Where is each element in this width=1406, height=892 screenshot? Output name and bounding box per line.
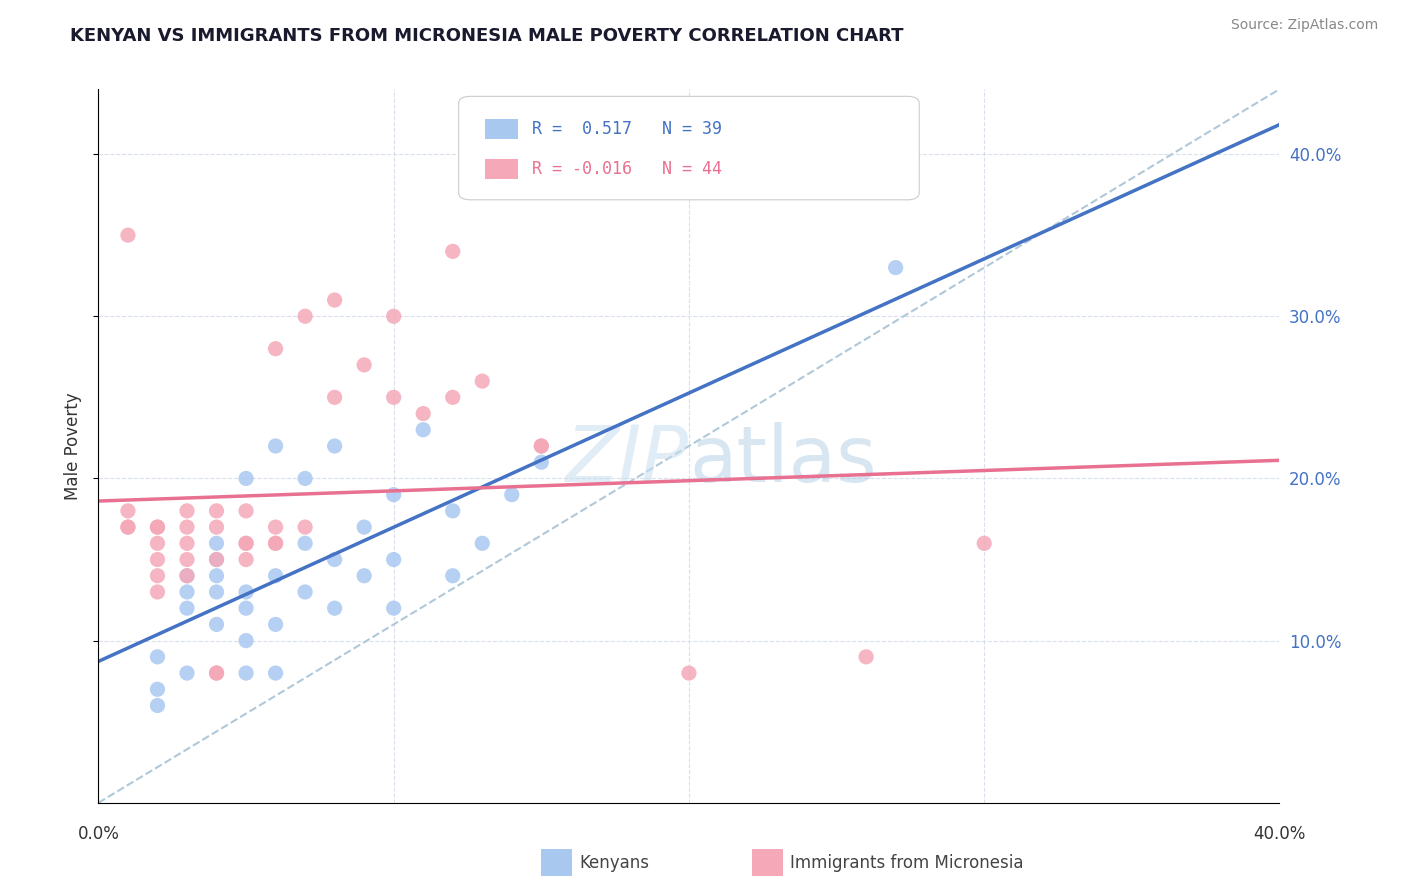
Point <box>501 488 523 502</box>
Point <box>176 601 198 615</box>
Point <box>146 568 169 582</box>
Text: atlas: atlas <box>689 422 876 499</box>
Point <box>530 455 553 469</box>
Point <box>353 568 375 582</box>
Text: 40.0%: 40.0% <box>1253 825 1306 843</box>
Point <box>294 310 316 324</box>
Point <box>176 552 198 566</box>
Point <box>235 536 257 550</box>
Point <box>235 536 257 550</box>
Text: R = -0.016   N = 44: R = -0.016 N = 44 <box>531 161 721 178</box>
Point <box>264 617 287 632</box>
Point <box>235 471 257 485</box>
Point <box>205 536 228 550</box>
Point <box>323 552 346 566</box>
Point <box>264 568 287 582</box>
Point <box>441 504 464 518</box>
Text: Immigrants from Micronesia: Immigrants from Micronesia <box>790 854 1024 871</box>
Point <box>323 439 346 453</box>
Point <box>323 601 346 615</box>
Point <box>530 439 553 453</box>
FancyBboxPatch shape <box>485 159 517 179</box>
Point <box>264 342 287 356</box>
Point <box>441 568 464 582</box>
Point <box>146 520 169 534</box>
Point <box>117 228 139 243</box>
Point <box>412 423 434 437</box>
Point <box>205 585 228 599</box>
Point <box>146 536 169 550</box>
Point <box>176 536 198 550</box>
Point <box>412 407 434 421</box>
Point <box>176 666 198 681</box>
Text: R =  0.517   N = 39: R = 0.517 N = 39 <box>531 120 721 138</box>
Point <box>205 504 228 518</box>
Point <box>353 358 375 372</box>
Point <box>146 682 169 697</box>
Point <box>264 439 287 453</box>
Point <box>176 568 198 582</box>
Point <box>294 585 316 599</box>
Point <box>441 390 464 404</box>
Point <box>264 666 287 681</box>
Point <box>117 520 139 534</box>
Point <box>471 536 494 550</box>
Point <box>323 293 346 307</box>
Point <box>205 552 228 566</box>
Point <box>353 520 375 534</box>
Point <box>205 666 228 681</box>
Point <box>884 260 907 275</box>
Point <box>176 585 198 599</box>
Point <box>235 633 257 648</box>
Point <box>264 536 287 550</box>
Point <box>176 568 198 582</box>
Point <box>323 390 346 404</box>
Point <box>530 439 553 453</box>
Text: KENYAN VS IMMIGRANTS FROM MICRONESIA MALE POVERTY CORRELATION CHART: KENYAN VS IMMIGRANTS FROM MICRONESIA MAL… <box>70 27 904 45</box>
Point <box>382 552 405 566</box>
Text: Kenyans: Kenyans <box>579 854 650 871</box>
Text: 0.0%: 0.0% <box>77 825 120 843</box>
Point <box>146 552 169 566</box>
Text: ZIP: ZIP <box>567 422 689 499</box>
Point <box>382 601 405 615</box>
Point <box>973 536 995 550</box>
FancyBboxPatch shape <box>485 120 517 139</box>
Point <box>382 390 405 404</box>
Point <box>205 617 228 632</box>
FancyBboxPatch shape <box>458 96 920 200</box>
Point <box>235 585 257 599</box>
Point <box>294 471 316 485</box>
Point <box>264 536 287 550</box>
Point <box>146 649 169 664</box>
Point <box>235 601 257 615</box>
Point <box>205 568 228 582</box>
Point <box>146 520 169 534</box>
Point <box>176 504 198 518</box>
Point <box>205 552 228 566</box>
Point <box>678 666 700 681</box>
Point <box>264 520 287 534</box>
Point <box>117 520 139 534</box>
Point <box>205 666 228 681</box>
Point <box>235 552 257 566</box>
Point <box>146 698 169 713</box>
Point <box>176 520 198 534</box>
Point <box>855 649 877 664</box>
Point <box>382 488 405 502</box>
Point <box>471 374 494 388</box>
Point <box>235 504 257 518</box>
Point <box>146 585 169 599</box>
Point <box>294 520 316 534</box>
Point <box>205 520 228 534</box>
Point <box>382 310 405 324</box>
Point <box>117 504 139 518</box>
Text: Source: ZipAtlas.com: Source: ZipAtlas.com <box>1230 18 1378 32</box>
Point <box>441 244 464 259</box>
Point <box>235 666 257 681</box>
Y-axis label: Male Poverty: Male Poverty <box>65 392 83 500</box>
Point <box>294 536 316 550</box>
